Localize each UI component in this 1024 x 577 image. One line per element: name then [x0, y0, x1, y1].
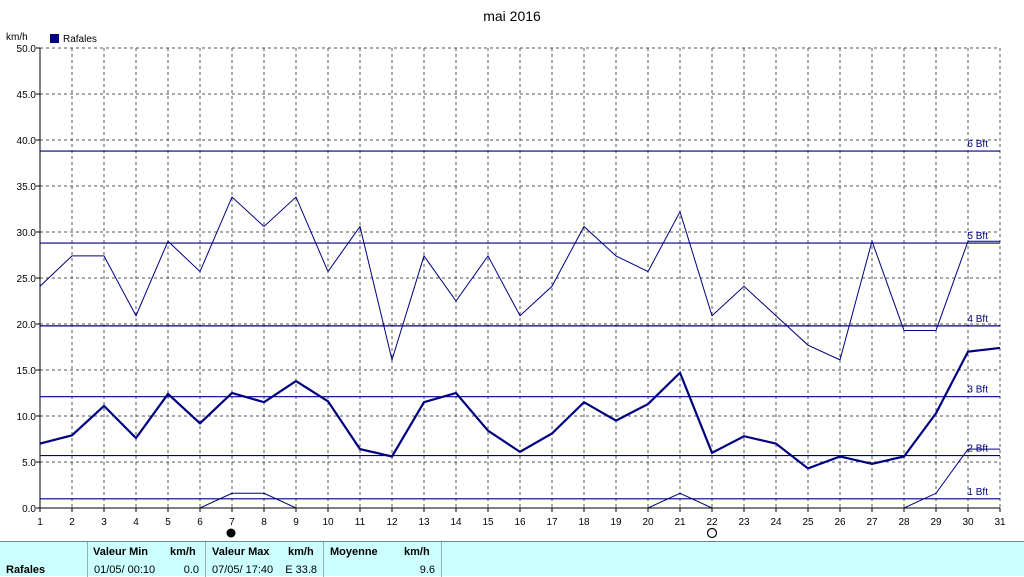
y-axis-unit: km/h: [6, 32, 28, 43]
x-tick-label: 27: [866, 517, 878, 528]
y-tick-label: 10.0: [17, 412, 37, 423]
avg-cell: Moyenne km/h 9.6: [324, 542, 442, 577]
legend-label: Rafales: [63, 34, 97, 45]
avg-value: 9.6: [419, 564, 435, 576]
series-lines: [39, 196, 1001, 509]
x-tick-label: 13: [418, 517, 430, 528]
row-label-cell: Rafales: [0, 542, 88, 577]
x-tick-label: 24: [770, 517, 782, 528]
x-tick-label: 31: [994, 517, 1006, 528]
y-tick-label: 5.0: [22, 458, 36, 469]
x-tick-label: 20: [642, 517, 654, 528]
axes: 0.0 5.0 10.0 15.0 20.0 25.0 30.0 35.0 40.0 45.0 50…: [17, 44, 1006, 528]
x-tick-label: 18: [578, 517, 590, 528]
x-tick-label: 9: [293, 517, 299, 528]
min-unit: km/h: [170, 546, 196, 558]
x-tick-label: 1: [37, 517, 43, 528]
x-tick-label: 3: [101, 517, 107, 528]
x-tick-label: 28: [898, 517, 910, 528]
max-unit: km/h: [288, 546, 314, 558]
x-tick-label: 17: [546, 517, 558, 528]
max-header: Valeur Max: [212, 546, 270, 558]
x-tick-label: 6: [197, 517, 203, 528]
x-tick-label: 25: [802, 517, 814, 528]
x-tick-label: 14: [450, 517, 462, 528]
x-tick-label: 12: [386, 517, 398, 528]
x-tick-label: 26: [834, 517, 846, 528]
x-tick-label: 15: [482, 517, 494, 528]
x-tick-label: 30: [962, 517, 974, 528]
y-tick-label: 40.0: [17, 136, 37, 147]
y-tick-label: 50.0: [17, 44, 37, 55]
x-tick-label: 22: [706, 517, 718, 528]
y-tick-label: 20.0: [17, 320, 37, 331]
x-tick-label: 29: [930, 517, 942, 528]
full-moon-icon: [706, 527, 718, 539]
beaufort-label: 1 Bft: [967, 487, 988, 498]
x-tick-label: 5: [165, 517, 171, 528]
max-date: 07/05/ 17:40: [212, 564, 274, 576]
beaufort-label: 3 Bft: [967, 385, 988, 396]
max-value: E 33.8: [285, 564, 317, 576]
x-tick-label: 2: [69, 517, 75, 528]
x-tick-label: 23: [738, 517, 750, 528]
y-tick-label: 30.0: [17, 228, 37, 239]
x-tick-label: 4: [133, 517, 139, 528]
avg-header: Moyenne: [330, 546, 378, 558]
x-tick-label: 8: [261, 517, 267, 528]
min-cell: Valeur Min km/h 01/05/ 00:10 0.0: [88, 542, 206, 577]
beaufort-label: 5 Bft: [967, 231, 988, 242]
x-tick-label: 11: [355, 517, 366, 528]
avg-unit: km/h: [404, 546, 430, 558]
x-tick-label: 16: [514, 517, 526, 528]
x-tick-label: 21: [674, 517, 686, 528]
min-date: 01/05/ 00:10: [94, 564, 156, 576]
max-cell: Valeur Max km/h 07/05/ 17:40 E 33.8: [206, 542, 324, 577]
chart-title: mai 2016: [483, 8, 541, 24]
y-tick-label: 0.0: [22, 504, 36, 515]
x-tick-label: 7: [229, 517, 235, 528]
x-tick-label: 10: [322, 517, 334, 528]
min-header: Valeur Min: [93, 546, 149, 558]
summary-footer: Rafales Valeur Min km/h 01/05/ 00:10 0.0…: [0, 541, 1024, 577]
beaufort-label: 4 Bft: [967, 314, 988, 325]
y-tick-label: 45.0: [17, 90, 37, 101]
new-moon-icon: [226, 528, 236, 538]
series-line-2: [39, 346, 1001, 470]
beaufort-label: 6 Bft: [967, 139, 988, 150]
min-value: 0.0: [183, 564, 199, 576]
legend-swatch: [50, 34, 59, 43]
y-tick-label: 35.0: [17, 182, 37, 193]
series-line-1: [39, 196, 1000, 362]
grid: [40, 47, 1001, 508]
y-tick-label: 15.0: [17, 366, 37, 377]
row-label: Rafales: [6, 564, 46, 576]
moon-markers: [226, 527, 718, 539]
x-tick-label: 19: [610, 517, 622, 528]
y-tick-label: 25.0: [17, 274, 37, 285]
